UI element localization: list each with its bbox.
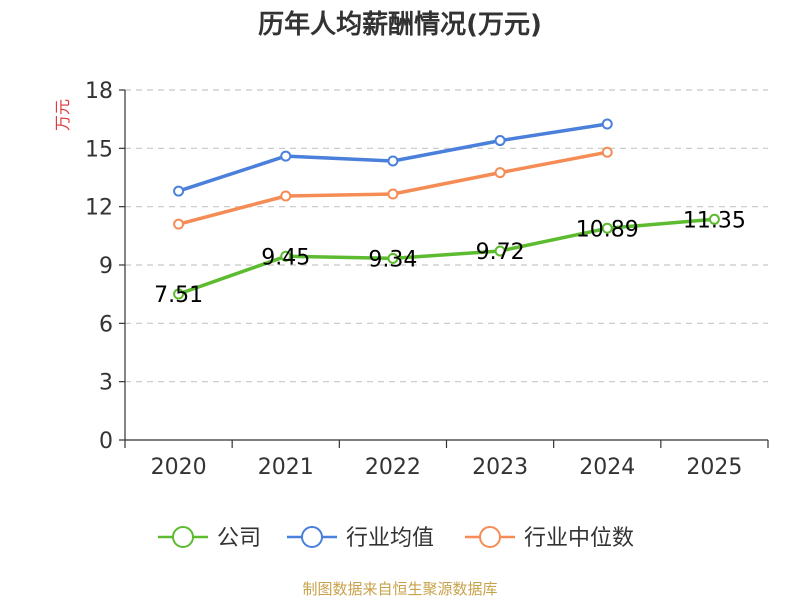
data-point — [387, 252, 399, 264]
x-tick-label: 2024 — [579, 455, 635, 480]
data-point — [280, 190, 292, 202]
x-tick-label: 2025 — [686, 455, 742, 480]
legend-item: 行业中位数 — [465, 526, 634, 551]
data-point — [387, 188, 399, 200]
data-point — [494, 167, 506, 179]
data-point — [601, 146, 613, 158]
data-point — [601, 118, 613, 130]
data-point — [601, 222, 613, 234]
x-tick-label: 2021 — [258, 455, 314, 480]
series-line-0 — [178, 217, 715, 296]
data-label: 9.72 — [476, 240, 525, 265]
legend-label: 行业均值 — [346, 526, 434, 551]
legend-marker — [172, 526, 194, 548]
x-tick-label: 2023 — [472, 455, 528, 480]
y-tick-label: 18 — [85, 79, 113, 104]
legend-item: 公司 — [158, 526, 261, 551]
legend-item: 行业均值 — [287, 526, 434, 551]
data-point — [280, 150, 292, 162]
data-label: 9.45 — [261, 245, 310, 270]
y-tick-label: 6 — [99, 312, 113, 337]
chart-title: 历年人均薪酬情况(万元) — [258, 10, 542, 40]
data-source-note: 制图数据来自恒生聚源数据库 — [302, 580, 498, 598]
y-tick-label: 0 — [99, 429, 113, 454]
data-label: 11.35 — [683, 208, 746, 233]
legend-marker — [301, 526, 323, 548]
data-point — [280, 250, 292, 262]
y-tick-label: 15 — [85, 137, 113, 162]
data-label: 10.89 — [576, 217, 639, 242]
data-point — [173, 288, 185, 300]
x-tick-label: 2020 — [151, 455, 207, 480]
x-tick-label: 2022 — [365, 455, 421, 480]
data-point — [173, 218, 185, 230]
data-point — [494, 135, 506, 147]
data-point — [173, 185, 185, 197]
y-tick-label: 3 — [99, 371, 113, 396]
data-point — [387, 155, 399, 167]
y-tick-label: 9 — [99, 254, 113, 279]
legend-label: 公司 — [217, 526, 261, 551]
data-label: 9.34 — [368, 247, 417, 272]
y-tick-label: 12 — [85, 196, 113, 221]
data-label: 7.51 — [154, 283, 203, 308]
data-point — [708, 213, 720, 225]
legend-label: 行业中位数 — [524, 526, 634, 551]
data-point — [494, 245, 506, 257]
y-axis-title: 万元 — [53, 99, 72, 131]
legend-marker — [479, 526, 501, 548]
